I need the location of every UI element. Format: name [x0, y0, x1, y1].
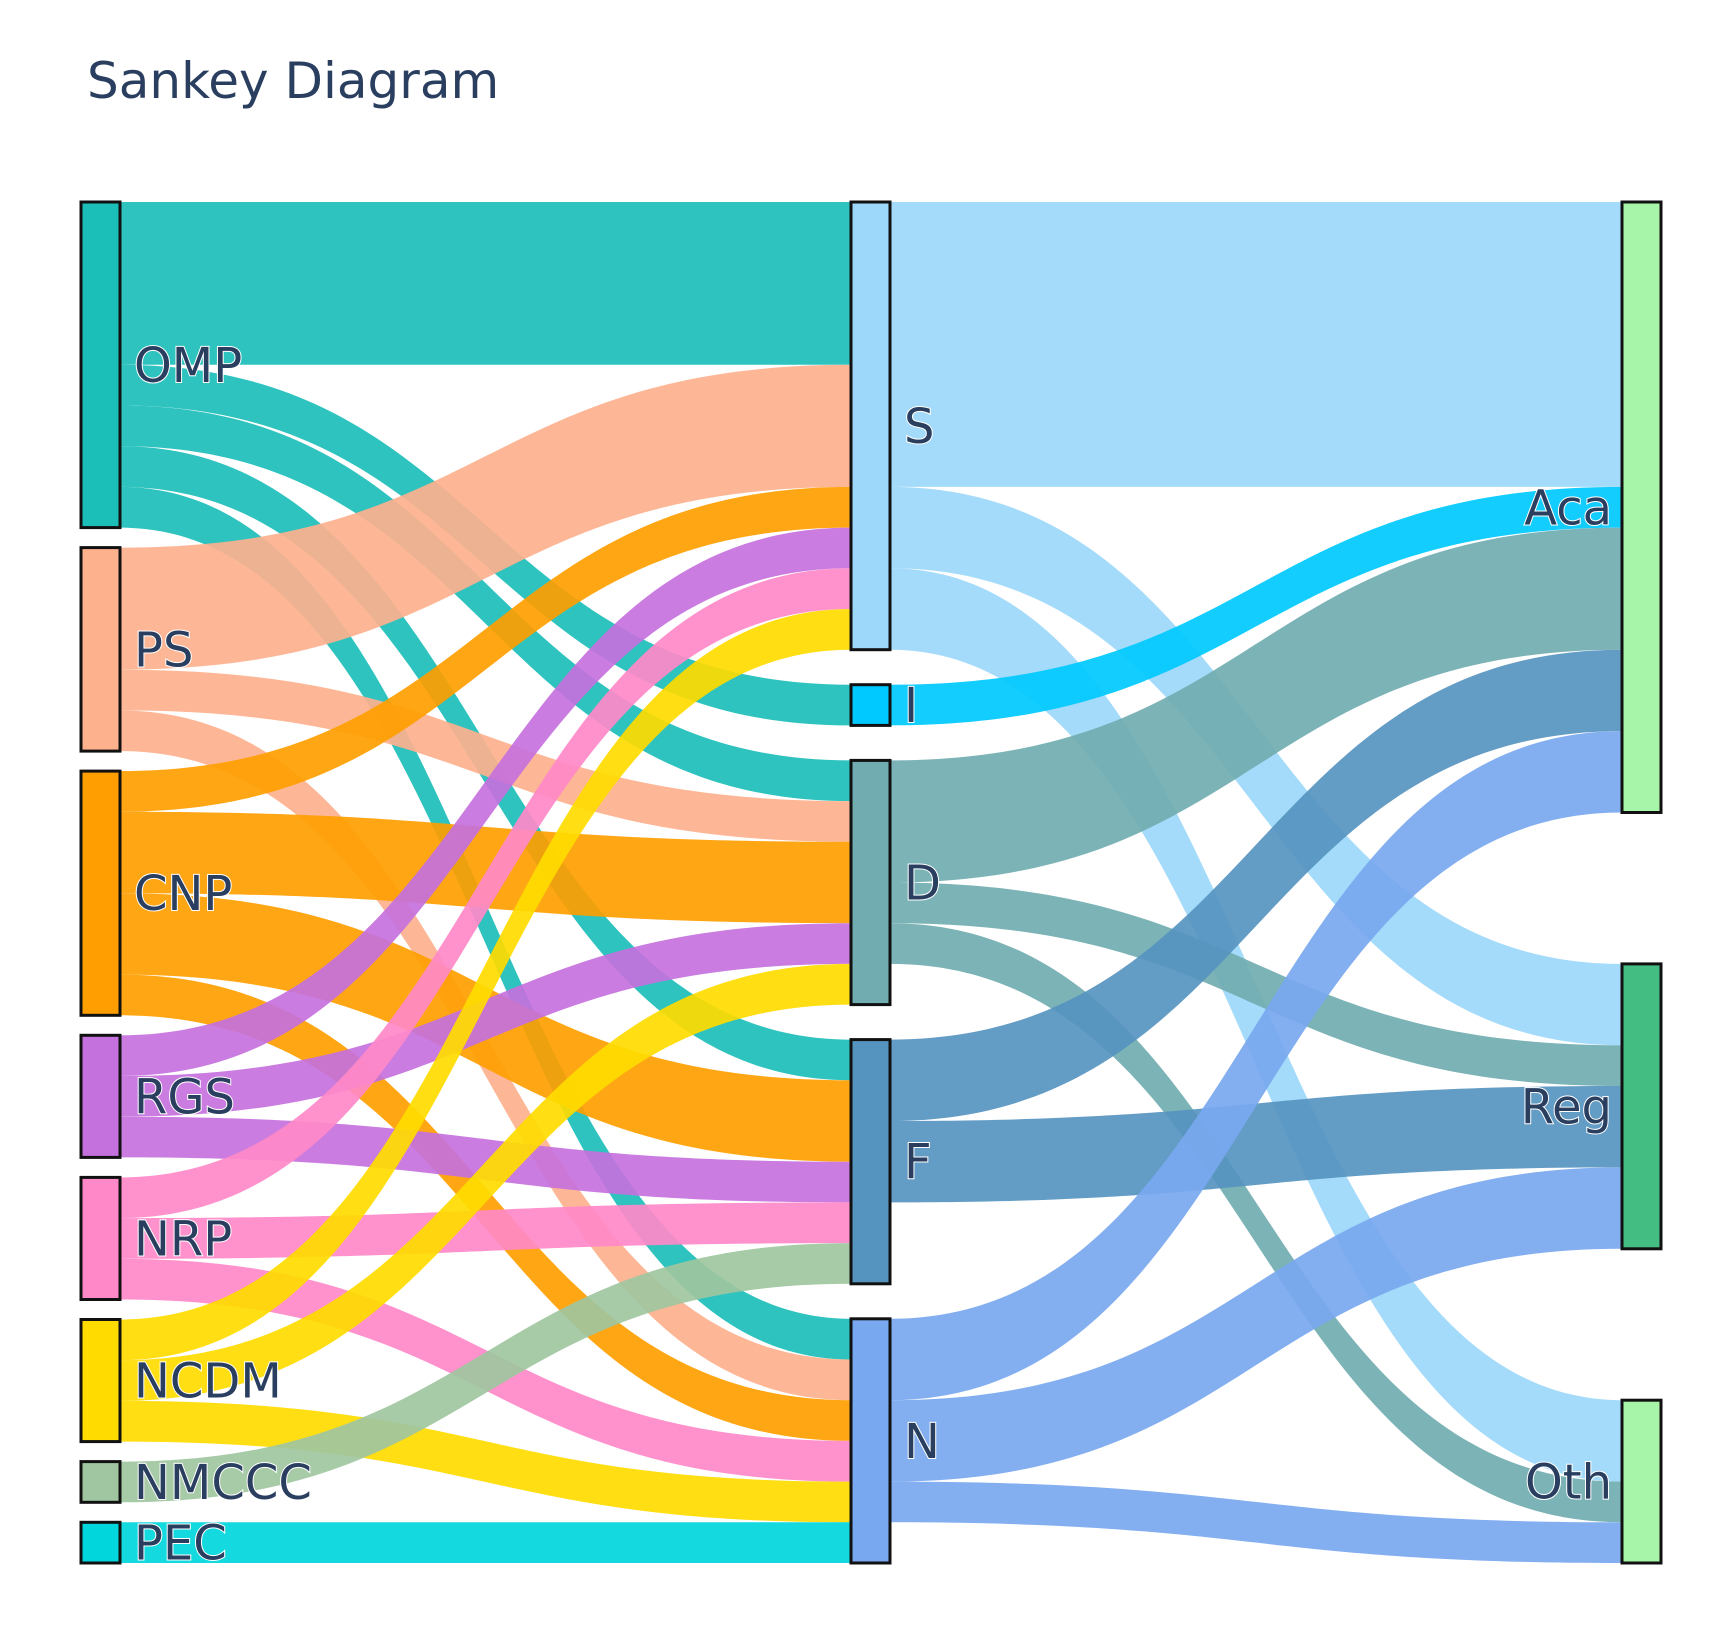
- node-rect-oth[interactable]: [1620, 1398, 1663, 1565]
- node-oth[interactable]: Oth: [1524, 1398, 1663, 1565]
- link-omp-n[interactable]: [120, 486, 851, 1360]
- node-f[interactable]: F: [849, 1038, 933, 1286]
- link-f-reg[interactable]: [890, 1086, 1622, 1203]
- node-rect-d[interactable]: [849, 758, 892, 1007]
- node-rect-pec[interactable]: [79, 1520, 122, 1565]
- node-label-pec: PEC: [134, 1516, 227, 1572]
- link-ps-s[interactable]: [120, 364, 851, 670]
- node-ps[interactable]: PS: [79, 546, 194, 753]
- node-label-d: D: [904, 856, 941, 912]
- node-rect-s[interactable]: [849, 200, 892, 652]
- link-d-aca[interactable]: [890, 527, 1622, 883]
- node-label-s: S: [904, 399, 934, 455]
- node-label-reg: Reg: [1521, 1079, 1612, 1135]
- link-f-aca[interactable]: [890, 649, 1622, 1121]
- node-rect-n[interactable]: [849, 1317, 892, 1565]
- link-s-aca[interactable]: [890, 202, 1622, 487]
- node-rgs[interactable]: RGS: [79, 1033, 236, 1159]
- node-rect-aca[interactable]: [1620, 200, 1663, 814]
- node-label-omp: OMP: [134, 338, 242, 394]
- node-label-n: N: [904, 1414, 940, 1470]
- link-rgs-d[interactable]: [120, 923, 851, 1117]
- link-d-reg[interactable]: [890, 882, 1622, 1087]
- node-label-f: F: [904, 1135, 932, 1191]
- node-reg[interactable]: Reg: [1520, 962, 1663, 1251]
- node-label-ncdm: NCDM: [134, 1354, 282, 1410]
- node-s[interactable]: S: [849, 200, 935, 652]
- node-rect-nmccc[interactable]: [79, 1460, 122, 1504]
- link-ncdm-s[interactable]: [120, 609, 851, 1361]
- link-n-oth[interactable]: [890, 1481, 1622, 1563]
- node-rect-cnp[interactable]: [79, 769, 122, 1017]
- node-rect-i[interactable]: [849, 683, 892, 727]
- node-label-nmccc: NMCCC: [134, 1455, 312, 1511]
- link-s-oth[interactable]: [890, 568, 1622, 1482]
- link-ncdm-n[interactable]: [120, 1400, 851, 1523]
- node-rect-nrp[interactable]: [79, 1175, 122, 1302]
- node-label-oth: Oth: [1525, 1455, 1612, 1511]
- node-label-cnp: CNP: [134, 866, 232, 922]
- link-cnp-s[interactable]: [120, 486, 851, 812]
- node-rect-f[interactable]: [849, 1038, 892, 1286]
- node-ncdm[interactable]: NCDM: [79, 1318, 283, 1444]
- link-nmccc-f[interactable]: [120, 1243, 851, 1503]
- node-aca[interactable]: Aca: [1523, 200, 1663, 814]
- node-label-aca: Aca: [1524, 480, 1612, 536]
- link-n-aca[interactable]: [890, 731, 1622, 1401]
- link-d-oth[interactable]: [890, 923, 1622, 1523]
- node-nmccc[interactable]: NMCCC: [79, 1454, 313, 1512]
- node-label-i: I: [904, 678, 918, 734]
- node-d[interactable]: D: [849, 758, 942, 1007]
- node-rect-ps[interactable]: [79, 546, 122, 753]
- node-rect-reg[interactable]: [1620, 962, 1663, 1251]
- node-rect-omp[interactable]: [79, 200, 122, 530]
- links-layer: [120, 202, 1622, 1563]
- link-pec-n[interactable]: [120, 1522, 851, 1563]
- link-nrp-s[interactable]: [120, 568, 851, 1219]
- node-label-ps: PS: [134, 622, 193, 678]
- link-cnp-n[interactable]: [120, 974, 851, 1441]
- chart-title: Sankey Diagram: [87, 52, 499, 110]
- node-n[interactable]: N: [849, 1317, 941, 1565]
- node-rect-rgs[interactable]: [79, 1033, 122, 1159]
- link-cnp-d[interactable]: [120, 811, 851, 924]
- link-n-reg[interactable]: [890, 1167, 1622, 1482]
- link-rgs-s[interactable]: [120, 527, 851, 1076]
- node-cnp[interactable]: CNP: [79, 769, 233, 1017]
- node-omp[interactable]: OMP: [79, 200, 243, 530]
- node-pec[interactable]: PEC: [79, 1515, 228, 1573]
- node-label-nrp: NRP: [134, 1211, 232, 1267]
- link-omp-s[interactable]: [120, 202, 851, 365]
- node-nrp[interactable]: NRP: [79, 1175, 233, 1302]
- link-ps-d[interactable]: [120, 669, 851, 842]
- link-omp-d[interactable]: [120, 405, 851, 802]
- node-label-rgs: RGS: [134, 1069, 235, 1125]
- link-i-aca[interactable]: [890, 486, 1622, 726]
- node-i[interactable]: I: [849, 677, 919, 735]
- node-rect-ncdm[interactable]: [79, 1318, 122, 1444]
- link-ncdm-d[interactable]: [120, 963, 851, 1401]
